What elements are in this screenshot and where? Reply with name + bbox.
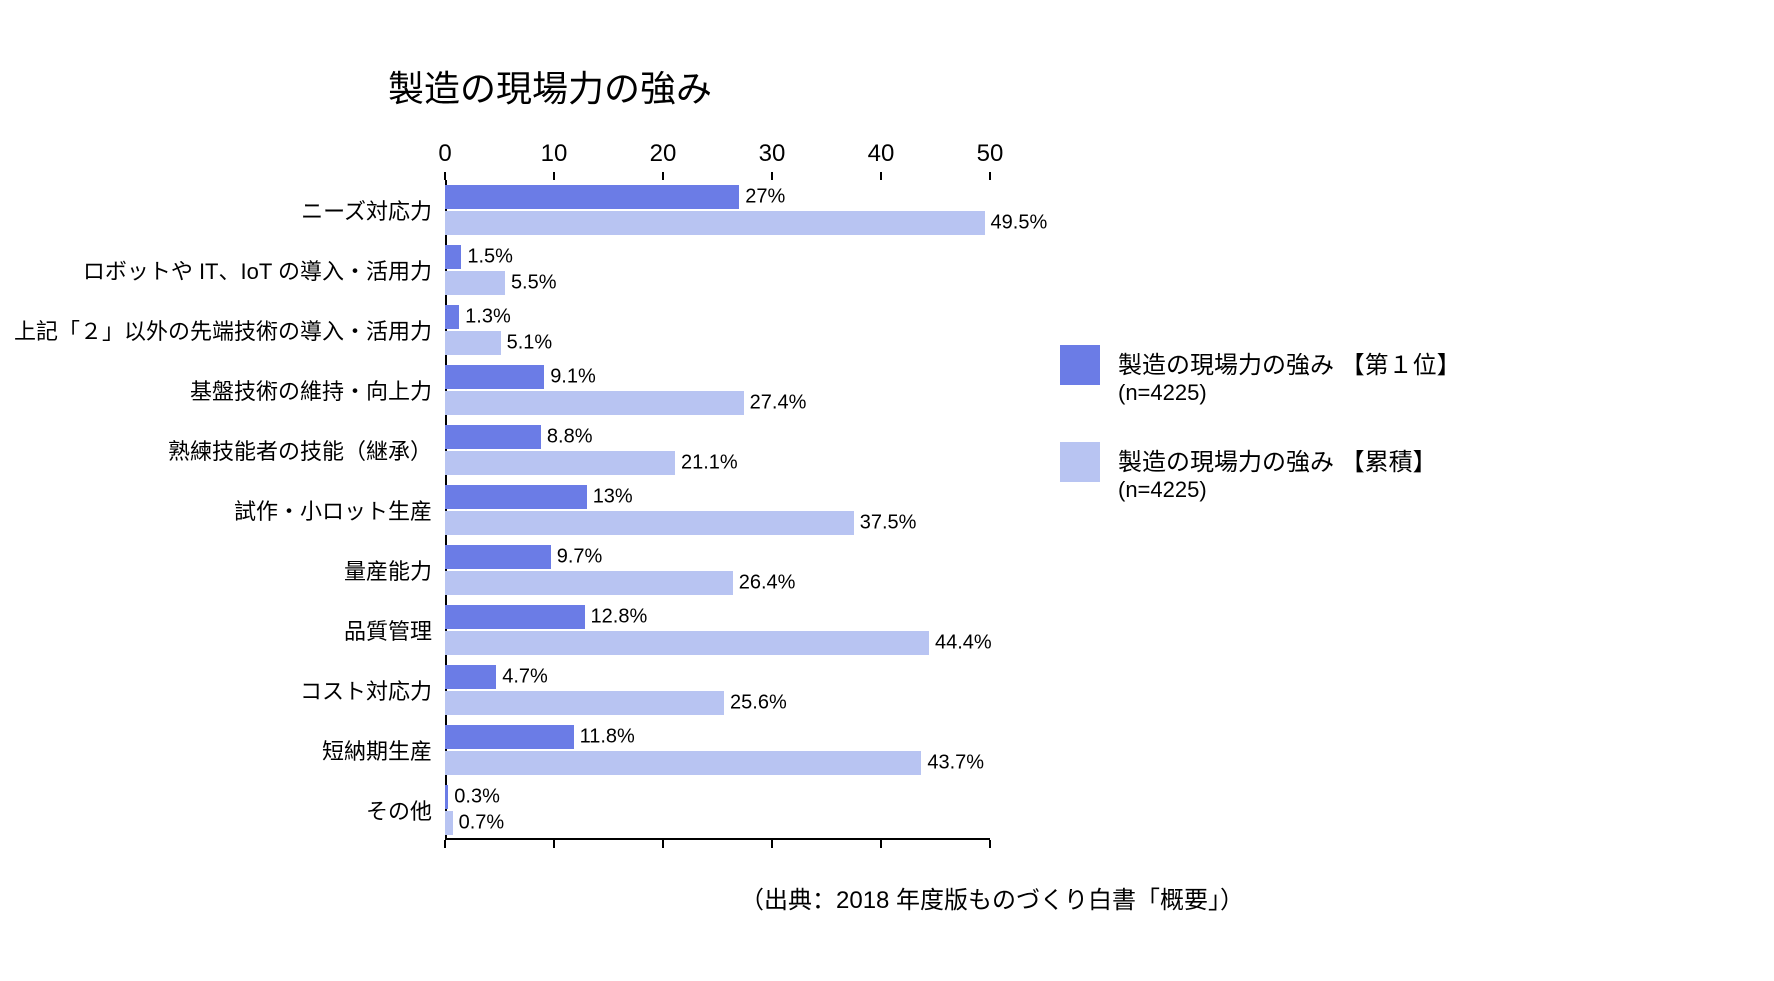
value-label: 25.6% [730,692,787,715]
category-label: ニーズ対応力 [301,194,432,226]
bar-series-1 [445,245,461,269]
category-label: 熟練技能者の技能（継承） [168,434,432,466]
category-label: ロボットや IT、IoT の導入・活用力 [83,254,432,286]
bar-series-2 [445,811,453,835]
bar-series-1 [445,365,544,389]
bar-series-2 [445,631,929,655]
value-label: 4.7% [502,666,548,689]
bar-series-1 [445,485,587,509]
x-tick-bottom [662,840,664,848]
bar-series-1 [445,305,459,329]
bar-series-2 [445,271,505,295]
bar-series-1 [445,425,541,449]
x-tick-top [989,172,991,180]
bar-series-1 [445,665,496,689]
legend-label-series-2-line1: 製造の現場力の強み 【累積】 [1118,442,1437,477]
x-tick-bottom [444,840,446,848]
legend-swatch-series-2 [1060,442,1100,482]
value-label: 5.1% [507,332,553,355]
x-tick-label: 40 [868,140,895,168]
x-tick-top [553,172,555,180]
value-label: 1.3% [465,306,511,329]
x-tick-top [771,172,773,180]
bar-series-1 [445,785,448,809]
bar-series-2 [445,211,985,235]
value-label: 11.8% [580,726,635,749]
value-label: 5.5% [511,272,557,295]
value-label: 26.4% [739,572,796,595]
x-tick-bottom [880,840,882,848]
value-label: 49.5% [991,212,1048,235]
legend-text-series-1: 製造の現場力の強み 【第１位】 (n=4225) [1118,345,1461,406]
bar-series-2 [445,331,501,355]
value-label: 0.7% [459,812,505,835]
legend-label-series-1-line1: 製造の現場力の強み 【第１位】 [1118,345,1461,380]
x-tick-label: 30 [759,140,786,168]
value-label: 0.3% [454,786,500,809]
x-tick-top [444,172,446,180]
bar-chart: 01020304050ニーズ対応力27%49.5%ロボットや IT、IoT の導… [445,180,990,840]
value-label: 9.1% [550,366,596,389]
bar-series-2 [445,391,744,415]
value-label: 1.5% [467,246,513,269]
category-label: 基盤技術の維持・向上力 [190,374,432,406]
bar-series-2 [445,691,724,715]
value-label: 44.4% [935,632,992,655]
legend-text-series-2: 製造の現場力の強み 【累積】 (n=4225) [1118,442,1437,503]
bar-series-2 [445,451,675,475]
bar-series-1 [445,725,574,749]
bar-series-2 [445,511,854,535]
bar-series-1 [445,545,551,569]
value-label: 43.7% [927,752,984,775]
value-label: 37.5% [860,512,917,535]
value-label: 8.8% [547,426,593,449]
category-label: 試作・小ロット生産 [234,494,432,526]
x-tick-bottom [989,840,991,848]
x-tick-top [880,172,882,180]
legend-label-series-2-line2: (n=4225) [1118,477,1437,503]
value-label: 27% [745,186,785,209]
bar-series-1 [445,185,739,209]
x-tick-label: 50 [977,140,1004,168]
x-tick-label: 10 [541,140,568,168]
x-tick-label: 20 [650,140,677,168]
value-label: 13% [593,486,633,509]
value-label: 21.1% [681,452,738,475]
bar-series-1 [445,605,585,629]
x-tick-top [662,172,664,180]
category-label: 上記「２」以外の先端技術の導入・活用力 [14,314,432,346]
category-label: 品質管理 [344,614,432,646]
category-label: 量産能力 [344,554,432,586]
legend-swatch-series-1 [1060,345,1100,385]
legend-item-series-2: 製造の現場力の強み 【累積】 (n=4225) [1060,442,1461,503]
bar-series-2 [445,571,733,595]
legend: 製造の現場力の強み 【第１位】 (n=4225) 製造の現場力の強み 【累積】 … [1060,345,1461,539]
bar-series-2 [445,751,921,775]
x-tick-label: 0 [438,140,451,168]
category-label: その他 [366,794,432,826]
x-tick-bottom [553,840,555,848]
page: 製造の現場力の強み 01020304050ニーズ対応力27%49.5%ロボットや… [0,0,1774,981]
chart-title: 製造の現場力の強み [0,60,1100,112]
value-label: 12.8% [591,606,648,629]
legend-item-series-1: 製造の現場力の強み 【第１位】 (n=4225) [1060,345,1461,406]
category-label: 短納期生産 [322,734,432,766]
x-tick-bottom [771,840,773,848]
category-label: コスト対応力 [300,674,432,706]
legend-label-series-1-line2: (n=4225) [1118,380,1461,406]
source-note: （出典：2018 年度版ものづくり白書「概要」） [740,880,1244,915]
value-label: 9.7% [557,546,603,569]
value-label: 27.4% [750,392,807,415]
